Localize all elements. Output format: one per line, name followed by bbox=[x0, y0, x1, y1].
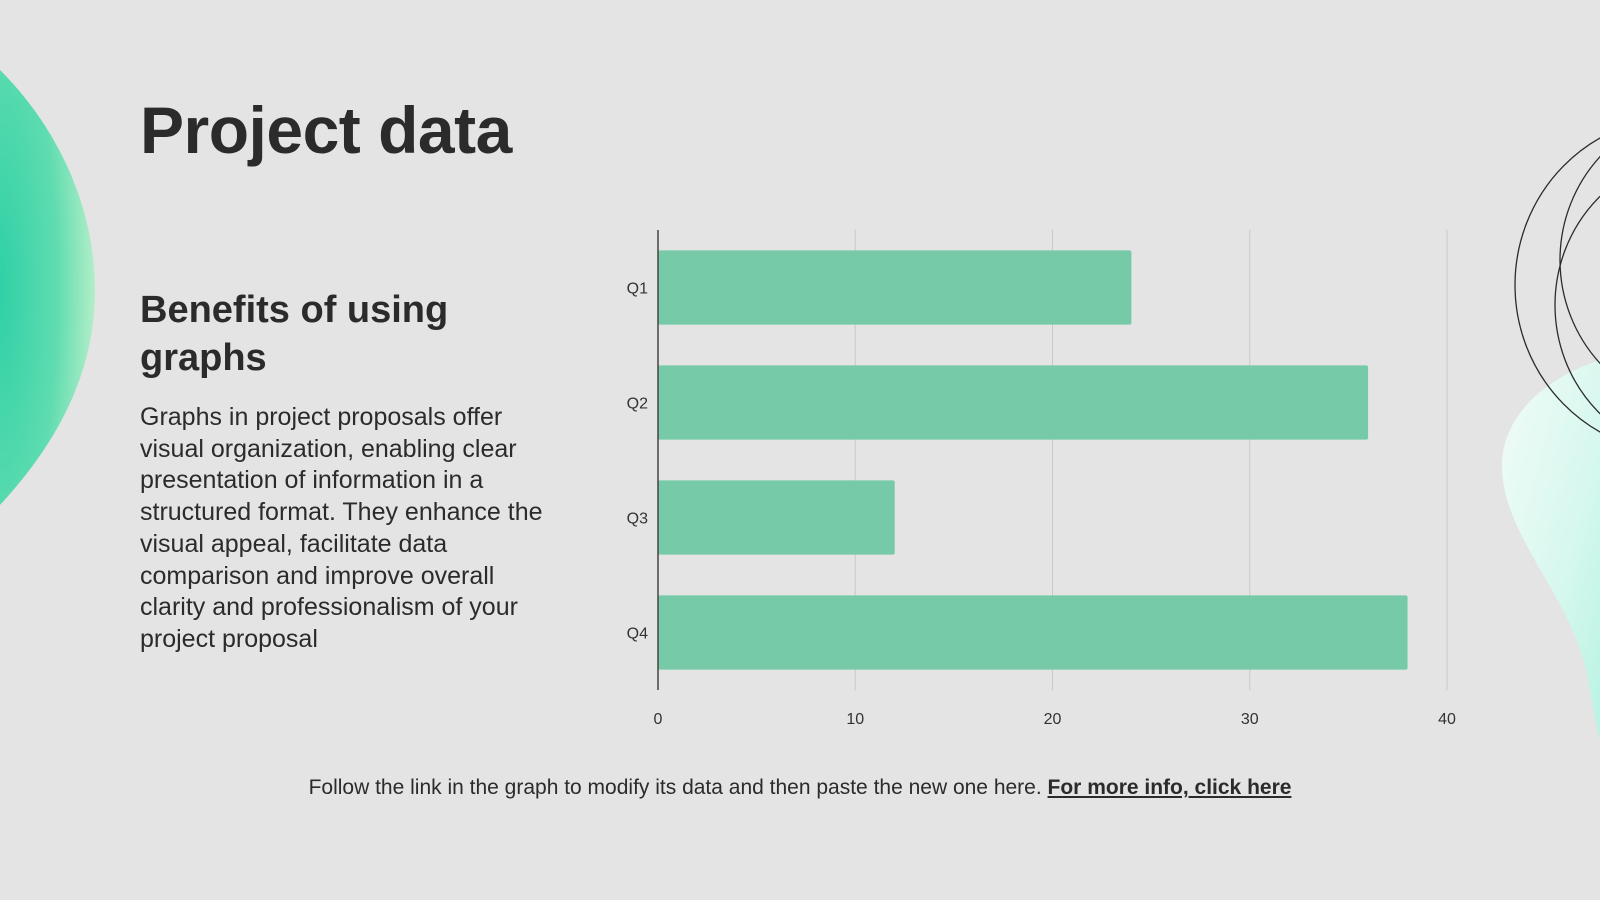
right-line-circles bbox=[1514, 137, 1600, 433]
axis-labels: 0 10 20 30 40 Q1 Q2 Q3 Q4 bbox=[627, 281, 1456, 729]
bar-q2[interactable] bbox=[658, 365, 1369, 440]
x-tick-label: 20 bbox=[1044, 711, 1062, 728]
bar-q3[interactable] bbox=[658, 480, 895, 555]
y-category-label: Q2 bbox=[627, 396, 648, 413]
x-tick-label: 30 bbox=[1241, 711, 1259, 728]
left-green-blob bbox=[0, 70, 95, 505]
bar-q4[interactable] bbox=[658, 595, 1408, 670]
more-info-link[interactable]: For more info, click here bbox=[1047, 776, 1292, 799]
x-tick-label: 0 bbox=[654, 711, 663, 728]
page-title: Project data bbox=[140, 93, 512, 167]
right-mint-blob bbox=[1501, 360, 1600, 740]
x-tick-label: 40 bbox=[1438, 711, 1456, 728]
y-category-label: Q1 bbox=[627, 281, 648, 298]
y-category-label: Q3 bbox=[627, 511, 648, 528]
footer-text: Follow the link in the graph to modify i… bbox=[308, 776, 1042, 799]
body-paragraph: Graphs in project proposals offer visual… bbox=[140, 403, 543, 653]
x-tick-label: 10 bbox=[846, 711, 864, 728]
bar-q1[interactable] bbox=[658, 250, 1132, 325]
footer-note: Follow the link in the graph to modify i… bbox=[0, 776, 1600, 800]
bar-chart[interactable]: 0 10 20 30 40 Q1 Q2 Q3 Q4 bbox=[600, 220, 1480, 730]
y-category-label: Q4 bbox=[627, 626, 648, 643]
section-heading: Benefits of using graphs bbox=[140, 289, 449, 379]
bars bbox=[658, 250, 1408, 670]
